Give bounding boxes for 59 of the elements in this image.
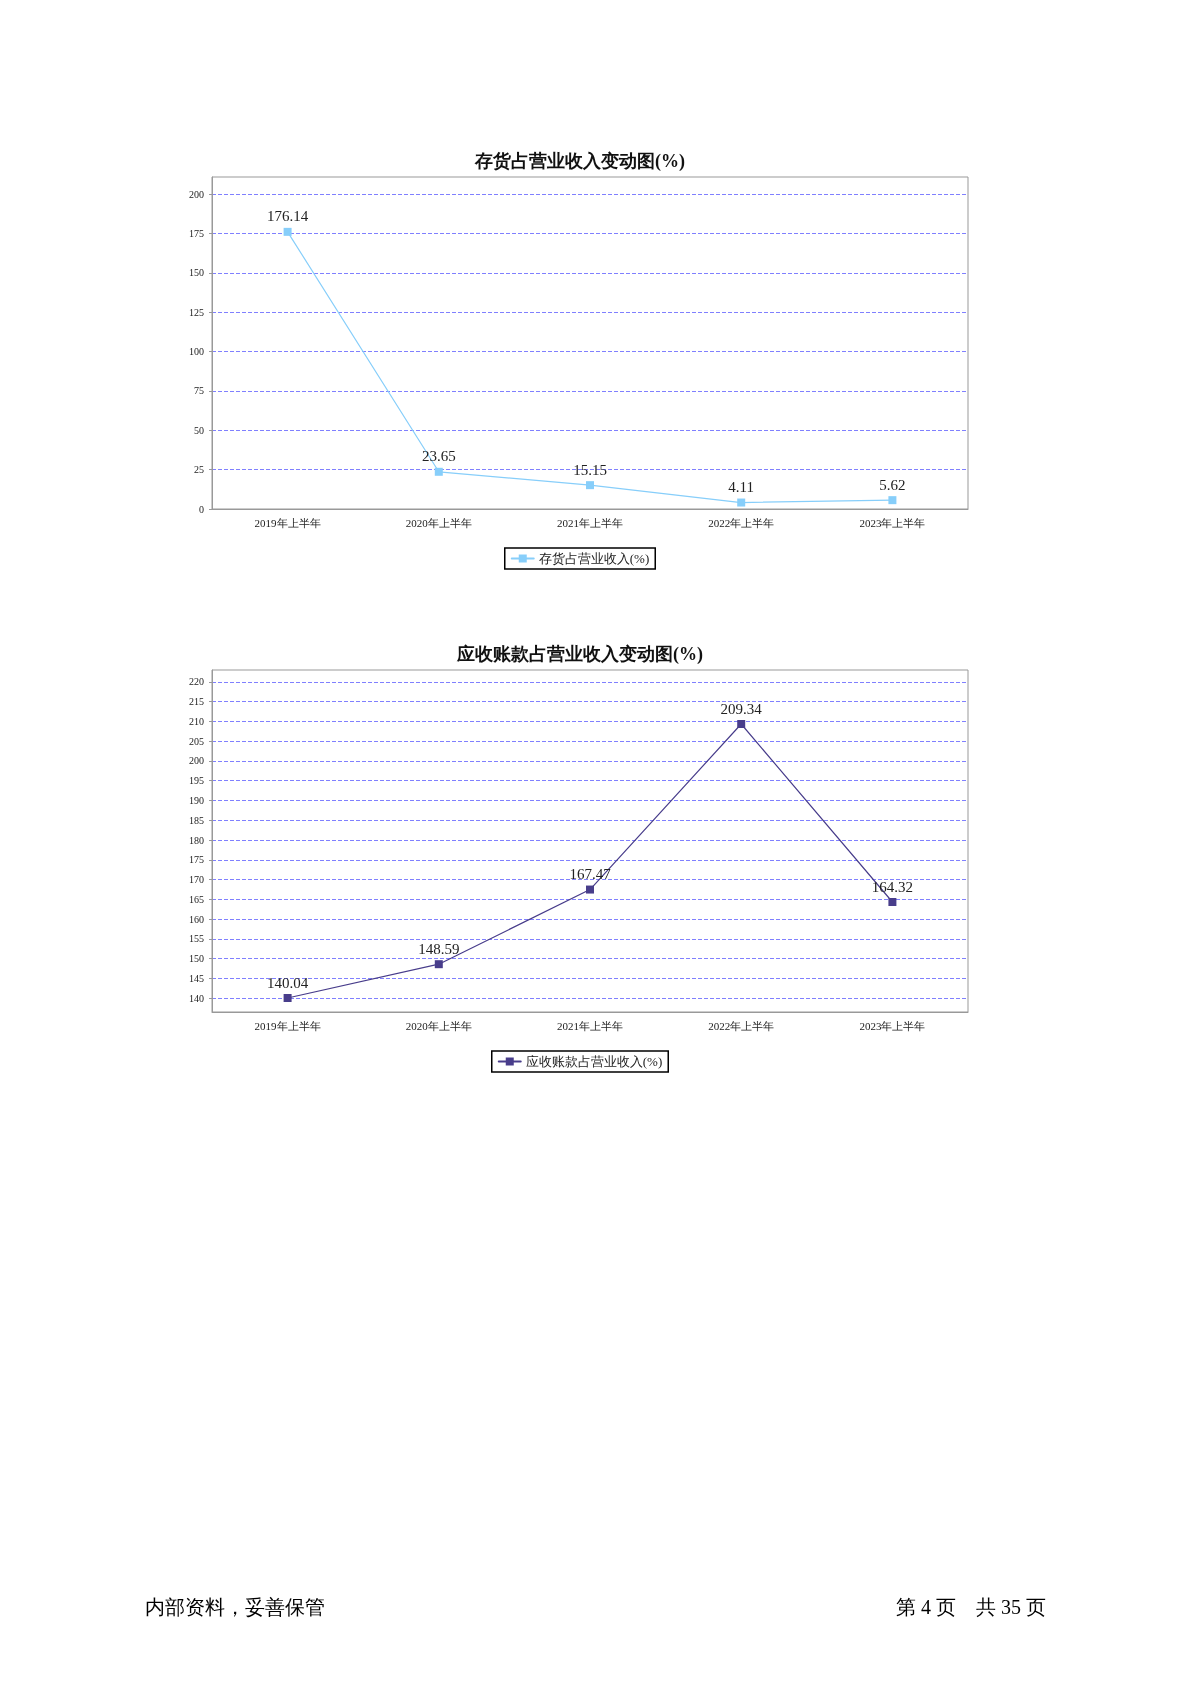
y-tick-label: 195	[189, 775, 204, 787]
y-tick-label: 145	[189, 972, 204, 984]
point	[737, 498, 746, 507]
point	[586, 885, 594, 894]
data-label: 209.34	[720, 700, 763, 717]
chart-title: 应收账款占营业收入变动图(%)	[456, 644, 703, 665]
x-tick-label: 2023年上半年	[859, 1019, 926, 1032]
y-tick-label: 215	[189, 696, 204, 708]
y-tick-label: 190	[189, 794, 204, 806]
y-tick-label: 160	[189, 913, 204, 925]
point	[434, 467, 443, 476]
x-tick-label: 2020年上半年	[405, 516, 472, 529]
text: 第 4 页 共 35 页	[896, 1595, 1046, 1620]
data-label: 23.65	[421, 448, 456, 465]
x-tick-label: 2020年上半年	[405, 1019, 472, 1032]
y-tick-label: 180	[189, 834, 204, 846]
legend-label: 应收账款占营业收入(%)	[525, 1054, 663, 1069]
text: 内部资料，妥善保管	[145, 1595, 325, 1620]
point	[888, 496, 897, 505]
y-tick-label: 220	[189, 676, 204, 688]
y-tick-label: 125	[189, 306, 204, 318]
y-tick-label: 75	[194, 385, 204, 397]
data-label: 140.04	[266, 974, 309, 991]
data-label: 148.59	[418, 940, 460, 957]
y-tick-label: 155	[189, 933, 204, 945]
legend-label: 存货占营业收入(%)	[538, 551, 650, 566]
x-tick-label: 2021年上半年	[557, 516, 623, 529]
x-tick-label: 2023年上半年	[859, 516, 926, 529]
y-tick-label: 0	[199, 503, 204, 515]
y-tick-label: 150	[189, 267, 204, 279]
y-tick-label: 185	[189, 814, 204, 826]
data-label: 176.14	[266, 208, 309, 225]
chart-title: 存货占营业收入变动图(%)	[474, 151, 685, 172]
x-tick-label: 2021年上半年	[557, 1019, 623, 1032]
point	[434, 960, 443, 969]
x-tick-label: 2022年上半年	[708, 516, 775, 529]
y-tick-label: 100	[189, 346, 204, 358]
y-tick-label: 165	[189, 893, 204, 905]
point	[283, 227, 292, 236]
y-tick-label: 25	[194, 464, 204, 476]
y-tick-label: 205	[189, 735, 204, 747]
x-tick-label: 2019年上半年	[254, 516, 321, 529]
x-tick-label: 2022年上半年	[708, 1019, 775, 1032]
y-tick-label: 175	[189, 854, 204, 866]
point	[283, 994, 292, 1002]
y-tick-label: 170	[189, 874, 204, 886]
point	[586, 481, 594, 490]
data-label: 4.11	[728, 479, 755, 496]
y-tick-label: 200	[189, 188, 204, 200]
point	[888, 898, 897, 907]
y-tick-label: 175	[189, 228, 204, 240]
point	[737, 720, 746, 729]
x-tick-label: 2019年上半年	[254, 1019, 321, 1032]
data-label: 5.62	[879, 476, 906, 493]
y-tick-label: 200	[189, 755, 204, 767]
y-tick-label: 210	[189, 715, 204, 727]
y-tick-label: 50	[194, 424, 204, 436]
y-tick-label: 140	[189, 992, 204, 1004]
y-tick-label: 150	[189, 953, 204, 965]
